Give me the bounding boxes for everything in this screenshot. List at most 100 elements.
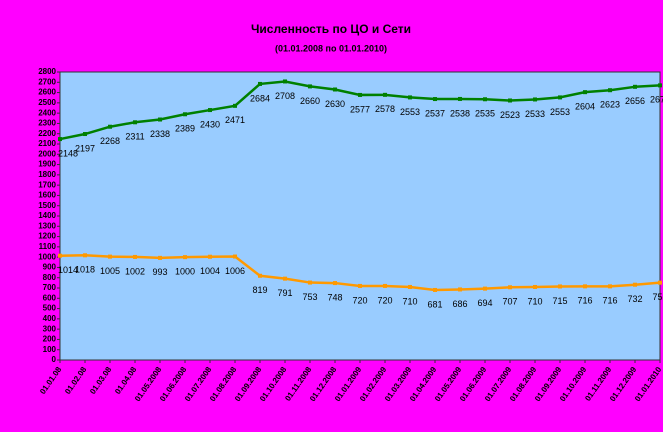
point-marker [458,96,462,101]
point-marker [633,84,637,89]
y-tick-label: 1500 [38,201,56,210]
data-label: 2268 [100,136,120,146]
point-marker [508,98,512,103]
y-tick-label: 2000 [38,149,56,158]
y-tick-label: 700 [43,283,57,292]
point-marker [408,284,412,289]
point-marker [83,253,87,258]
data-label: 748 [327,292,342,302]
point-marker [58,253,62,258]
chart-subtitle: (01.01.2008 по 01.01.2010) [275,43,387,53]
point-marker [308,84,312,89]
data-label: 2553 [400,107,420,117]
point-marker [58,137,62,142]
data-label: 2708 [275,91,295,101]
data-label: 1005 [100,266,120,276]
y-tick-label: 2100 [38,139,56,148]
data-label: 1000 [175,267,195,277]
data-label: 2533 [525,109,545,119]
data-label: 686 [452,299,467,309]
point-marker [383,92,387,97]
point-marker [108,124,112,129]
data-label: 2684 [250,93,270,103]
chart-title: Численность по ЦО и Сети [251,22,411,36]
y-tick-label: 2300 [38,119,56,128]
point-marker [608,284,612,289]
data-label: 1006 [225,266,245,276]
data-label: 791 [277,288,292,298]
data-label: 694 [477,298,492,308]
data-label: 2577 [350,104,370,114]
point-marker [433,287,437,292]
point-marker [308,280,312,285]
point-marker [83,132,87,137]
data-label: 2148 [58,148,78,158]
point-marker [108,254,112,259]
y-tick-label: 2400 [38,108,56,117]
y-tick-label: 1200 [38,232,56,241]
y-tick-label: 500 [43,304,57,313]
point-marker [358,283,362,288]
data-label: 2604 [575,102,595,112]
point-marker [658,280,662,285]
y-tick-label: 2600 [38,88,56,97]
data-label: 2623 [600,100,620,110]
point-marker [633,282,637,287]
point-marker [233,103,237,108]
data-label: 2670 [650,95,663,105]
y-tick-label: 800 [43,273,57,282]
data-label: 2538 [450,108,470,118]
data-label: 753 [302,292,317,302]
point-marker [483,97,487,102]
y-tick-label: 0 [52,355,57,364]
point-marker [283,276,287,281]
y-tick-label: 400 [43,314,57,323]
y-tick-label: 1300 [38,221,56,230]
point-marker [558,284,562,289]
point-marker [533,284,537,289]
point-marker [483,286,487,291]
data-label: 2430 [200,119,220,129]
point-marker [558,95,562,100]
y-tick-label: 1800 [38,170,56,179]
data-label: 2553 [550,107,570,117]
y-tick-label: 1600 [38,191,56,200]
point-marker [658,83,662,88]
point-marker [258,273,262,278]
point-marker [283,79,287,84]
point-marker [408,95,412,100]
data-label: 1004 [200,266,220,276]
point-marker [608,88,612,93]
data-label: 819 [252,285,267,295]
point-marker [133,254,137,259]
point-marker [233,254,237,259]
data-label: 2660 [300,96,320,106]
y-tick-label: 200 [43,335,57,344]
data-label: 2523 [500,110,520,120]
data-label: 720 [352,295,367,305]
y-tick-label: 2800 [38,67,56,76]
data-label: 2471 [225,115,245,125]
data-label: 2535 [475,109,495,119]
data-label: 2537 [425,108,445,118]
data-label: 732 [627,294,642,304]
data-label: 710 [402,296,417,306]
data-label: 707 [502,297,517,307]
data-label: 2630 [325,99,345,109]
point-marker [533,97,537,102]
data-label: 2197 [75,143,95,153]
y-tick-label: 100 [43,345,57,354]
y-tick-label: 1400 [38,211,56,220]
y-tick-label: 600 [43,293,57,302]
point-marker [208,108,212,113]
data-label: 993 [152,267,167,277]
data-label: 720 [377,295,392,305]
data-label: 1002 [125,266,145,276]
data-label: 1018 [75,265,95,275]
data-label: 715 [552,296,567,306]
point-marker [333,281,337,286]
data-label: 716 [577,296,592,306]
point-marker [508,285,512,290]
data-label: 681 [427,299,442,309]
